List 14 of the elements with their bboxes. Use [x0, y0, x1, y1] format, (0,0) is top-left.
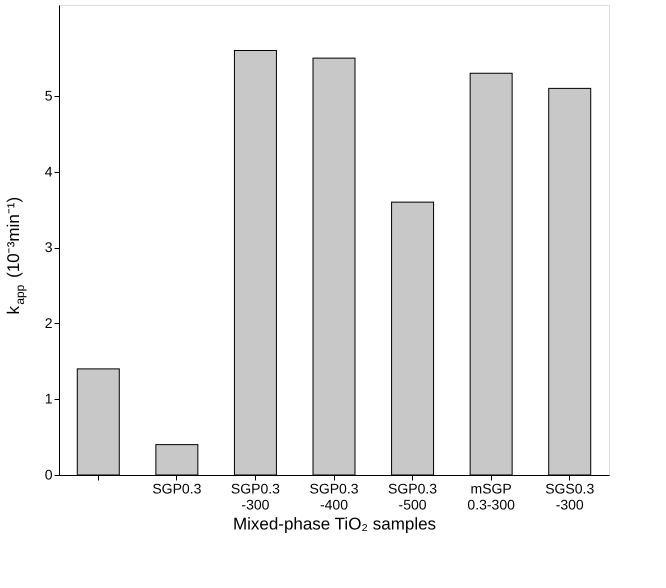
y-tick-label: 3	[44, 239, 53, 256]
y-tick-label: 0	[44, 466, 53, 482]
x-tick-label: SGP0.3 -400	[309, 480, 359, 512]
y-tick-label: 4	[44, 163, 53, 180]
y-tick-label: 1	[44, 390, 53, 407]
y-axis-title: kapp (10⁻³min⁻¹)	[4, 196, 27, 315]
y-tick-label: 2	[44, 314, 53, 331]
x-tick-label: SGP0.3	[152, 480, 202, 496]
x-tick-label: SGP0.3 -300	[230, 480, 280, 512]
x-tick-label: SGP0.3 -500	[388, 480, 438, 512]
x-tick-label: SGS0.3 -300	[545, 480, 594, 512]
x-tick-label: mSGP 0.3-300	[467, 480, 516, 512]
x-axis-title: Mixed-phase TiO₂ samples	[232, 514, 436, 534]
y-tick-label: 5	[44, 87, 53, 104]
